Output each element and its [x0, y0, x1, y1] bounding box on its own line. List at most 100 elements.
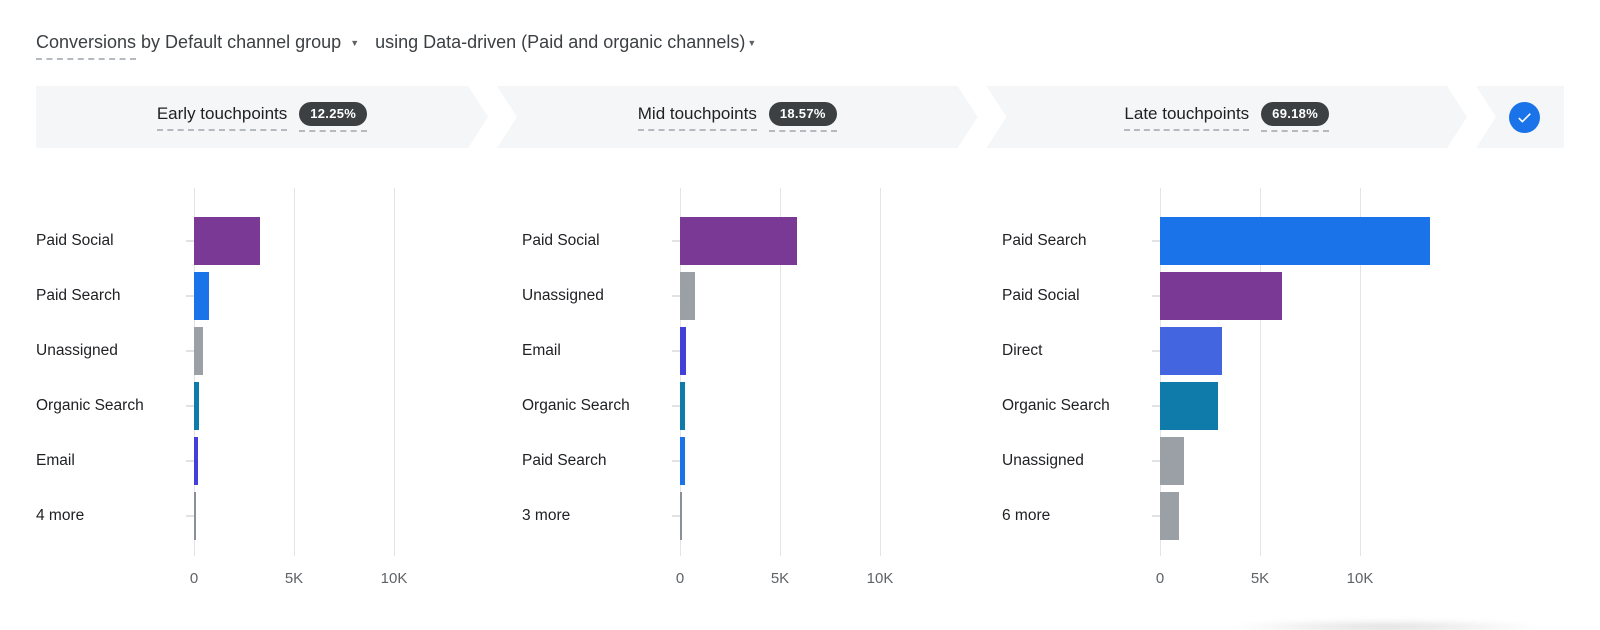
- channel-label: 4 more: [36, 506, 85, 524]
- attribution-model-selector[interactable]: using Data-driven (Paid and organic chan…: [375, 32, 746, 52]
- stage-percentage-badge: 18.57%: [769, 102, 837, 126]
- axis-tick-label: 5K: [770, 570, 790, 587]
- conversion-bar: [680, 271, 695, 320]
- axis-tick-mark: [1152, 459, 1160, 462]
- axis-tick-mark: [672, 239, 680, 242]
- conversion-bar: [1160, 216, 1430, 265]
- conversion-bar: [194, 326, 203, 375]
- axis-tick-mark: [1152, 404, 1160, 407]
- bar-track: [194, 436, 444, 485]
- axis-tick-mark: [186, 349, 194, 352]
- report-title: Conversions by Default channel group ▼ u…: [0, 0, 1600, 60]
- touchpoint-funnel-band: Early touchpoints 12.25% Mid touchpoints…: [36, 86, 1564, 148]
- stage-label: Late touchpoints: [1124, 104, 1249, 131]
- bar-row: Paid Social: [36, 213, 444, 268]
- bar-track: [194, 326, 444, 375]
- bar-track: [680, 216, 930, 265]
- bar-row: Email: [522, 323, 930, 378]
- axis-tick-mark: [1152, 239, 1160, 242]
- gridline: [880, 188, 881, 556]
- bar-track: [1160, 271, 1450, 320]
- channel-label: Direct: [1002, 341, 1043, 359]
- channel-label: 3 more: [522, 506, 571, 524]
- bar-track: [194, 491, 444, 540]
- axis-tick-mark: [672, 459, 680, 462]
- axis-tick-mark: [186, 294, 194, 297]
- channel-label: Paid Search: [1002, 231, 1087, 249]
- channel-label: Unassigned: [36, 341, 118, 359]
- channel-label: Paid Social: [1002, 286, 1080, 304]
- axis-tick-mark: [672, 404, 680, 407]
- conversion-bar: [194, 271, 209, 320]
- bar-row: Organic Search: [522, 378, 930, 433]
- bar-row: 6 more: [1002, 488, 1450, 543]
- conversion-bar: [680, 381, 686, 430]
- channel-label: Email: [36, 451, 75, 469]
- metric-selector[interactable]: Conversions: [36, 32, 137, 60]
- bar-track: [680, 436, 930, 485]
- axis-tick-mark: [186, 239, 194, 242]
- bar-track: [680, 491, 930, 540]
- axis-tick-mark: [672, 349, 680, 352]
- stage-early-touchpoints[interactable]: Early touchpoints 12.25%: [36, 86, 488, 148]
- stage-mid-touchpoints[interactable]: Mid touchpoints 18.57%: [497, 86, 978, 148]
- channel-label: Unassigned: [1002, 451, 1084, 469]
- bar-rows: Paid Social Paid Search Unassigned Organic …: [36, 213, 444, 543]
- axis-tick-mark: [1152, 294, 1160, 297]
- conversion-bar: [194, 381, 199, 430]
- axis-tick-mark: [186, 404, 194, 407]
- chevron-down-icon[interactable]: ▼: [747, 38, 757, 48]
- axis-tick-label: 10K: [1346, 570, 1374, 587]
- channel-label: 6 more: [1002, 506, 1051, 524]
- bar-track: [194, 216, 444, 265]
- axis-tick-label: 10K: [380, 570, 408, 587]
- axis-tick-mark: [672, 294, 680, 297]
- channel-label: Organic Search: [36, 396, 144, 414]
- bar-track: [1160, 436, 1450, 485]
- charts-row: Paid Social Paid Search Unassigned Organic …: [36, 188, 1600, 587]
- bar-row: Paid Social: [1002, 268, 1450, 323]
- stage-conversion-end[interactable]: [1476, 86, 1564, 148]
- bar-row: Unassigned: [1002, 433, 1450, 488]
- bar-track: [194, 381, 444, 430]
- plot-area: Paid Social Paid Search Unassigned Organic …: [36, 188, 444, 556]
- chart-late-touchpoints: Paid Search Paid Social Direct Organic Sear…: [1002, 188, 1450, 587]
- conversion-bar: [680, 216, 797, 265]
- stage-label: Mid touchpoints: [638, 104, 757, 131]
- bar-row: Paid Search: [1002, 213, 1450, 268]
- bar-row: Email: [36, 433, 444, 488]
- stage-late-touchpoints[interactable]: Late touchpoints 69.18%: [987, 86, 1468, 148]
- bar-track: [1160, 216, 1450, 265]
- conversion-bar: [680, 326, 686, 375]
- bar-row: Organic Search: [1002, 378, 1450, 433]
- channel-label: Organic Search: [1002, 396, 1110, 414]
- stage-percentage-badge: 69.18%: [1261, 102, 1329, 126]
- axis-tick-label: 0: [189, 570, 199, 587]
- chevron-down-icon[interactable]: ▼: [350, 38, 360, 48]
- bar-track: [680, 271, 930, 320]
- bar-row: Direct: [1002, 323, 1450, 378]
- bar-rows: Paid Search Paid Social Direct Organic Sear…: [1002, 213, 1450, 543]
- stage-badge-wrap: 12.25%: [299, 102, 367, 132]
- channel-label: Email: [522, 341, 561, 359]
- page-edge-shadow: [1225, 620, 1545, 630]
- channel-label: Paid Social: [522, 231, 600, 249]
- conversion-bar: [194, 436, 198, 485]
- bar-row: Organic Search: [36, 378, 444, 433]
- plot-area: Paid Social Unassigned Email Organic Search…: [522, 188, 930, 556]
- stage-percentage-badge: 12.25%: [299, 102, 367, 126]
- axis-tick-label: 0: [675, 570, 685, 587]
- bar-row: Unassigned: [36, 323, 444, 378]
- conversion-bar: [680, 491, 682, 540]
- bar-track: [194, 271, 444, 320]
- axis-tick-mark: [1152, 349, 1160, 352]
- bar-row: Paid Social: [522, 213, 930, 268]
- gridline: [1260, 188, 1261, 556]
- channel-label: Organic Search: [522, 396, 630, 414]
- channel-label: Unassigned: [522, 286, 604, 304]
- conversion-bar: [680, 436, 685, 485]
- bar-track: [680, 381, 930, 430]
- channel-label: Paid Search: [522, 451, 607, 469]
- gridline: [1360, 188, 1361, 556]
